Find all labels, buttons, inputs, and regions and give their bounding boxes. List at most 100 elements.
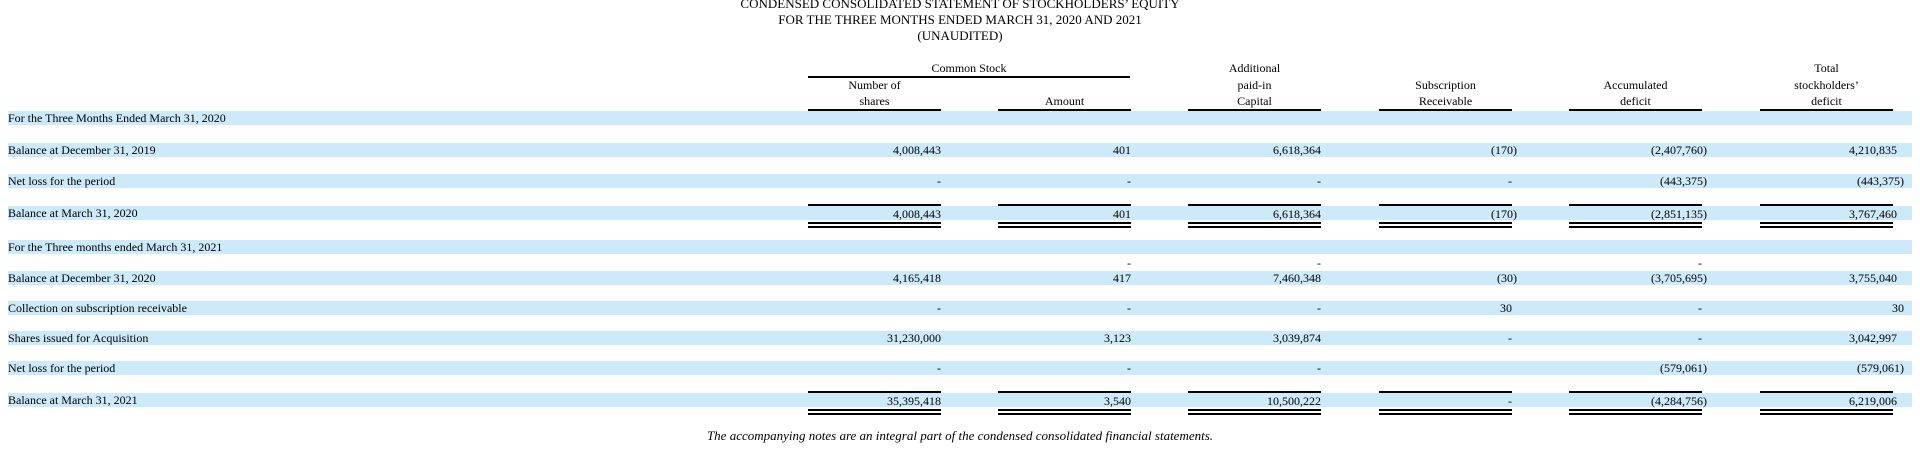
row-label: Balance at December 31, 2020	[8, 271, 156, 285]
total-double-rule	[1569, 409, 1702, 415]
cell-subscription: (30)	[1497, 271, 1517, 285]
cell-apic: -	[1317, 256, 1321, 270]
header-subscription-2: Receivable	[1418, 94, 1473, 108]
cell-accumulated: (2,851,135)	[1651, 207, 1707, 221]
cell-subscription: -	[1508, 394, 1512, 408]
cell-apic: 3,039,874	[1273, 331, 1321, 345]
cell-apic: -	[1317, 174, 1321, 188]
cell-shares: 4,008,443	[893, 207, 941, 221]
table-row: Shares issued for Acquisition 31,230,000…	[8, 331, 1912, 345]
subtotal-rule	[808, 391, 941, 393]
subtotal-rule	[1569, 391, 1702, 393]
cell-accumulated: (2,407,760)	[1651, 143, 1707, 157]
cell-accumulated: -	[1698, 256, 1702, 270]
header-apic-2: paid-in	[1237, 78, 1272, 92]
cell-amount: 3,123	[1104, 331, 1131, 345]
footnote: The accompanying notes are an integral p…	[706, 428, 1214, 443]
cell-subscription: 30	[1500, 301, 1512, 315]
cell-apic: -	[1317, 301, 1321, 315]
table-row-section-2021: For the Three months ended March 31, 202…	[8, 240, 1912, 254]
row-label: Balance at March 31, 2021	[8, 393, 138, 407]
row-label: Shares issued for Acquisition	[8, 331, 149, 345]
cell-accumulated: (443,375)	[1660, 174, 1707, 188]
row-label: For the Three months ended March 31, 202…	[8, 240, 223, 254]
subtotal-rule	[1188, 204, 1321, 206]
header-subscription-rule	[1379, 109, 1512, 111]
table-row: Net loss for the period - - - - (443,375…	[8, 174, 1912, 188]
header-total-rule	[1760, 109, 1893, 111]
cell-total: (579,061)	[1857, 361, 1904, 375]
cell-amount: 3,540	[1104, 394, 1131, 408]
cell-accumulated: (3,705,695)	[1651, 271, 1707, 285]
total-double-rule	[808, 409, 941, 415]
row-label: Balance at December 31, 2019	[8, 143, 156, 157]
total-double-rule	[808, 222, 941, 228]
cell-accumulated: (4,284,756)	[1651, 394, 1707, 408]
cell-total: 6,219,006	[1849, 394, 1897, 408]
header-total-1: Total	[1814, 61, 1839, 75]
subtotal-rule	[998, 204, 1131, 206]
subtotal-rule	[1379, 204, 1512, 206]
row-label: Balance at March 31, 2020	[8, 206, 138, 220]
cell-total: (443,375)	[1857, 174, 1904, 188]
cell-total: 4,210,835	[1849, 143, 1897, 157]
cell-amount: -	[1127, 174, 1131, 188]
cell-shares: 31,230,000	[887, 331, 941, 345]
cell-subscription: -	[1508, 331, 1512, 345]
cell-apic: 10,500,222	[1267, 394, 1321, 408]
header-common-stock-rule	[808, 76, 1130, 78]
header-apic-3: Capital	[1237, 94, 1272, 108]
cell-total: 3,755,040	[1849, 271, 1897, 285]
header-accumulated-1: Accumulated	[1603, 78, 1668, 92]
cell-total: 3,767,460	[1849, 207, 1897, 221]
subtotal-rule	[1379, 391, 1512, 393]
subtotal-rule	[808, 204, 941, 206]
total-double-rule	[1188, 409, 1321, 415]
cell-apic: -	[1317, 361, 1321, 375]
subtotal-rule	[1760, 391, 1893, 393]
total-double-rule	[998, 222, 1131, 228]
table-row-dashes: - - -	[8, 256, 1912, 270]
total-double-rule	[1760, 222, 1893, 228]
header-shares-1: Number of	[848, 78, 901, 92]
cell-subscription: (170)	[1491, 207, 1517, 221]
table-row: Net loss for the period - - - (579,061) …	[8, 361, 1912, 375]
header-shares-2: shares	[859, 94, 890, 108]
header-accumulated-rule	[1569, 109, 1702, 111]
cell-total: 30	[1892, 301, 1904, 315]
row-label: For the Three Months Ended March 31, 202…	[8, 111, 226, 125]
row-label: Net loss for the period	[8, 174, 116, 188]
statement-unaudited: (UNAUDITED)	[917, 28, 1003, 43]
table-row: Balance at December 31, 2019 4,008,443 4…	[8, 143, 1912, 157]
header-shares-rule	[808, 109, 941, 111]
cell-amount: -	[1127, 361, 1131, 375]
cell-apic: 6,618,364	[1273, 143, 1321, 157]
subtotal-rule	[1569, 204, 1702, 206]
cell-subscription: -	[1508, 174, 1512, 188]
cell-amount: -	[1127, 301, 1131, 315]
subtotal-rule	[998, 391, 1131, 393]
cell-accumulated: (579,061)	[1660, 361, 1707, 375]
header-accumulated-2: deficit	[1620, 94, 1651, 108]
statement-period: FOR THE THREE MONTHS ENDED MARCH 31, 202…	[778, 12, 1142, 27]
total-double-rule	[1379, 409, 1512, 415]
header-subscription-1: Subscription	[1415, 78, 1476, 92]
cell-total: 3,042,997	[1849, 331, 1897, 345]
header-common-stock: Common Stock	[931, 61, 1007, 75]
total-double-rule	[998, 409, 1131, 415]
header-apic-1: Additional	[1228, 61, 1281, 75]
cell-shares: 4,165,418	[893, 271, 941, 285]
cell-apic: 7,460,348	[1273, 271, 1321, 285]
cell-shares: -	[937, 174, 941, 188]
header-amount: Amount	[1044, 94, 1085, 108]
cell-amount: 401	[1113, 207, 1131, 221]
total-double-rule	[1379, 222, 1512, 228]
total-double-rule	[1188, 222, 1321, 228]
table-row-total: Balance at March 31, 2020 4,008,443 401 …	[8, 206, 1912, 221]
total-double-rule	[1569, 222, 1702, 228]
subtotal-rule	[1760, 204, 1893, 206]
row-label: Collection on subscription receivable	[8, 301, 187, 315]
table-row: Balance at December 31, 2020 4,165,418 4…	[8, 271, 1912, 285]
cell-accumulated: -	[1698, 301, 1702, 315]
cell-apic: 6,618,364	[1273, 207, 1321, 221]
